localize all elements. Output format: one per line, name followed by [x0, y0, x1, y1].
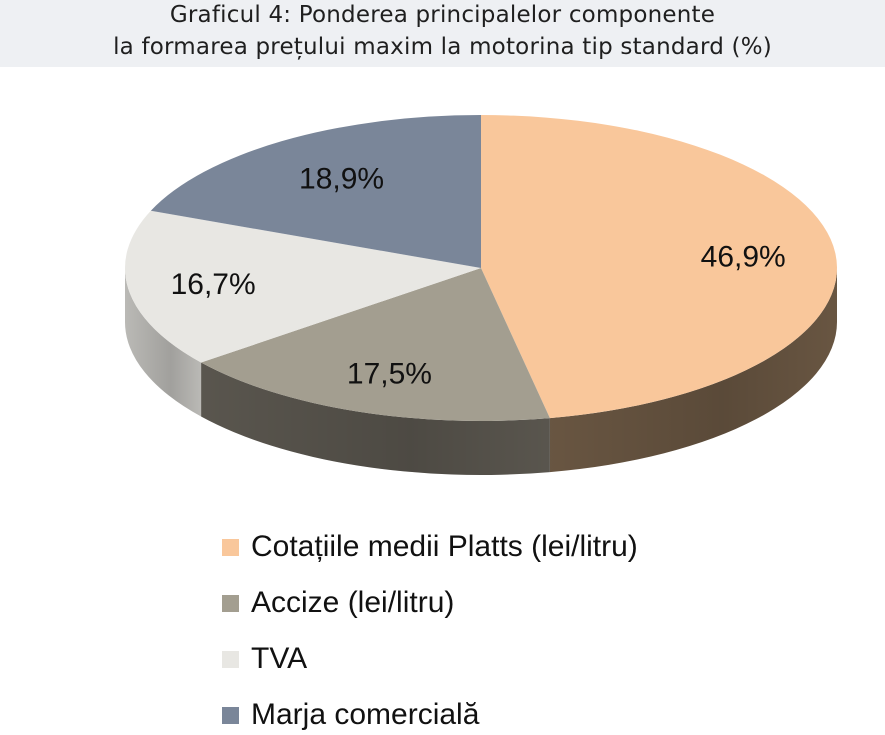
pie-side-shade-tva [125, 268, 202, 417]
pie-tops [125, 114, 837, 421]
legend-label-tva: TVA [251, 642, 308, 675]
pie-data-label-tva: 16,7% [171, 268, 256, 301]
pie-side-shade-accize [201, 362, 550, 475]
legend-swatch-accize [222, 595, 239, 612]
pie-sides [125, 268, 837, 475]
legend-swatch-platts [222, 539, 239, 556]
legend-swatch-marja [222, 707, 239, 724]
pie-data-label-accize: 17,5% [347, 358, 432, 391]
pie-data-label-platts: 46,9% [701, 240, 786, 273]
pie-side-shade-platts [549, 268, 837, 473]
title-band [0, 0, 885, 67]
chart-title-line-1: Graficul 4: Ponderea principalelor compo… [169, 2, 716, 28]
legend-label-platts: Cotațiile medii Platts (lei/litru) [251, 530, 638, 563]
legend-swatch-tva [222, 651, 239, 668]
pie-slice-accize [201, 268, 550, 421]
pie-slice-tva [125, 210, 481, 363]
pie-slice-marja [150, 114, 481, 268]
legend-label-marja: Marja comercială [251, 698, 480, 731]
chart-title-line-2: la formarea prețului maxim la motorina t… [113, 34, 772, 60]
pie-labels: 46,9% 17,5% 16,7% 18,9% [171, 163, 786, 391]
legend-label-accize: Accize (lei/litru) [251, 586, 455, 619]
pie-data-label-marja: 18,9% [299, 163, 384, 196]
pie-slice-platts [481, 115, 837, 419]
